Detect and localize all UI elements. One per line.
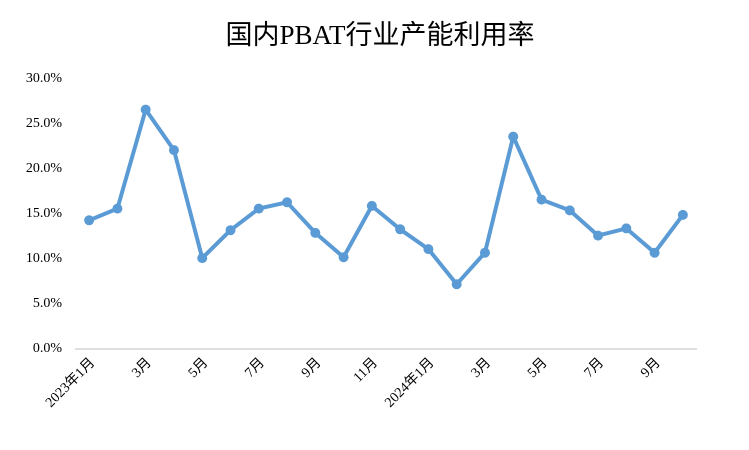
- y-tick-label: 10.0%: [26, 251, 63, 266]
- point: [564, 205, 575, 216]
- x-tick-label: 9月: [638, 355, 664, 381]
- y-tick-label: 0.0%: [33, 341, 63, 356]
- x-tick-label: 2024年1月: [382, 355, 438, 411]
- x-tick-label: 3月: [129, 355, 155, 381]
- x-tick-label: 3月: [468, 355, 494, 381]
- point: [649, 247, 660, 258]
- point: [282, 197, 293, 208]
- line: [88, 107, 685, 287]
- y-tick-label: 30.0%: [26, 71, 63, 86]
- y-tick-label: 5.0%: [33, 296, 63, 311]
- x-tick-label: 2023年1月: [42, 355, 98, 411]
- x-tick-label: 7月: [242, 355, 268, 381]
- y-tick-label: 15.0%: [26, 206, 63, 221]
- x-tick-label: 9月: [298, 355, 324, 381]
- chart-title: 国内PBAT行业产能利用率: [225, 20, 534, 50]
- point: [253, 203, 264, 214]
- point: [197, 253, 208, 264]
- point: [451, 279, 462, 290]
- point: [536, 194, 547, 205]
- point: [338, 252, 349, 263]
- point: [395, 224, 406, 235]
- point: [677, 209, 688, 220]
- point: [621, 223, 632, 234]
- point: [84, 215, 95, 226]
- x-tick-label: 7月: [581, 355, 607, 381]
- point: [593, 230, 604, 241]
- point: [508, 131, 519, 142]
- x-tick-label: 11月: [350, 355, 381, 386]
- point: [140, 104, 151, 115]
- point: [423, 244, 434, 255]
- y-tick-label: 25.0%: [26, 116, 63, 131]
- x-tick-label: 5月: [185, 355, 211, 381]
- point: [112, 203, 123, 214]
- y-tick-label: 20.0%: [26, 161, 63, 176]
- x-tick-label: 5月: [524, 355, 550, 381]
- point: [310, 227, 321, 238]
- point: [479, 247, 490, 258]
- point: [225, 225, 236, 236]
- point: [366, 200, 377, 211]
- point: [168, 145, 179, 156]
